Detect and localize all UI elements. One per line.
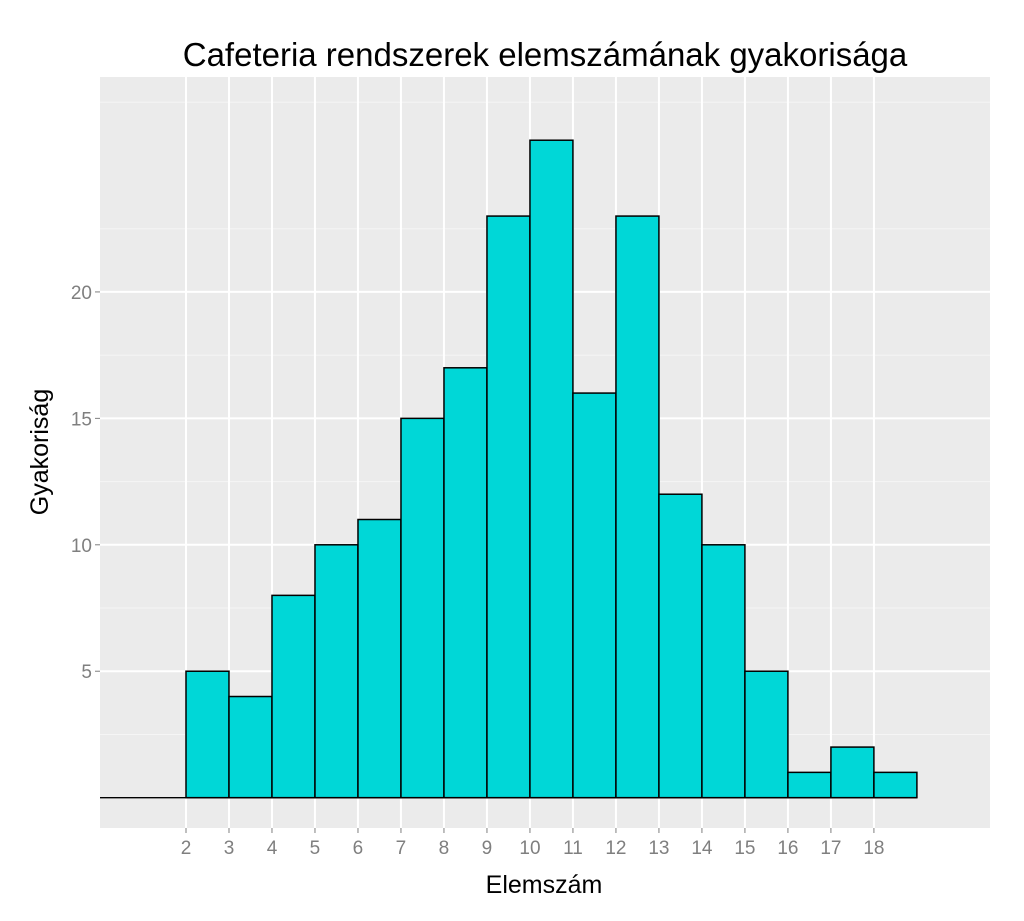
x-tick-label: 12 (605, 838, 626, 859)
x-tick-label: 15 (734, 838, 755, 859)
x-axis: 2 3 4 5 6 7 8 9 10 11 12 13 14 15 16 17 18 (181, 828, 884, 859)
bar-16 (787, 771, 832, 799)
y-axis: 5 10 15 20 (71, 283, 100, 683)
bar-13 (658, 493, 703, 799)
bar-18 (873, 771, 918, 799)
y-tick-label: 15 (71, 409, 92, 430)
bar-3 (228, 695, 273, 799)
x-tick-label: 2 (181, 838, 192, 859)
x-tick-label: 5 (310, 838, 321, 859)
x-tick-label: 8 (439, 838, 450, 859)
bar-11 (572, 392, 617, 799)
y-tick-label: 20 (71, 283, 92, 304)
x-tick-label: 16 (777, 838, 798, 859)
bar-12 (615, 215, 660, 799)
bar-7 (400, 417, 445, 799)
x-axis-title: Elemszám (486, 871, 603, 899)
x-tick-label: 11 (563, 838, 583, 859)
bar-15 (744, 670, 789, 799)
x-tick-label: 4 (267, 838, 278, 859)
chart-title: Cafeteria rendszerek elemszámának gyakor… (182, 36, 908, 73)
bar-4 (271, 594, 316, 799)
y-axis-title: Gyakoriság (26, 389, 54, 515)
x-tick-label: 3 (224, 838, 235, 859)
bar-14 (701, 544, 746, 799)
x-tick-label: 9 (482, 838, 493, 859)
x-tick-label: 13 (648, 838, 669, 859)
x-tick-label: 6 (353, 838, 364, 859)
bar-2 (185, 670, 230, 799)
x-tick-label: 17 (820, 838, 841, 859)
bar-17 (830, 746, 875, 799)
x-tick-label: 7 (396, 838, 407, 859)
bar-9 (486, 215, 531, 799)
bar-6 (357, 518, 402, 799)
x-tick-label: 18 (863, 838, 884, 859)
bar-5 (314, 544, 359, 799)
bar-8 (443, 367, 488, 799)
x-tick-label: 10 (519, 838, 540, 859)
histogram-bars (185, 139, 918, 799)
bar-10 (529, 139, 574, 799)
y-tick-label: 10 (71, 536, 92, 557)
x-tick-label: 14 (691, 838, 713, 859)
y-tick-label: 5 (81, 662, 92, 683)
